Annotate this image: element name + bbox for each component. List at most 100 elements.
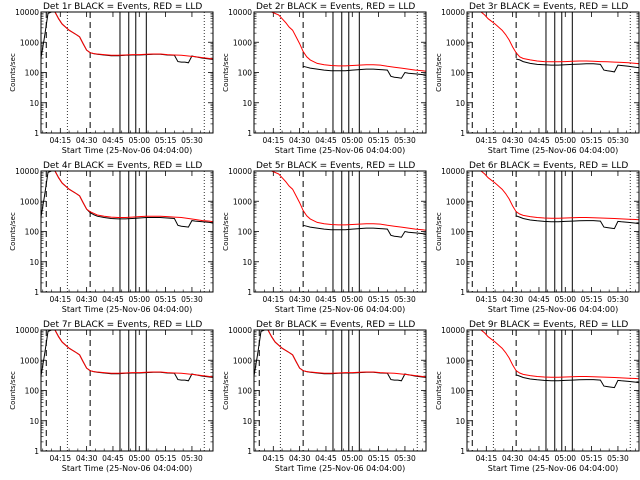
plot-frame xyxy=(40,11,214,134)
y-axis-label: Counts/sec xyxy=(222,53,230,92)
x-axis-label: Start Time (25-Nov-06 04:04:00) xyxy=(62,146,192,155)
y-tick-label: 1000 xyxy=(233,38,252,47)
x-tick-label: 04:30 xyxy=(76,454,98,463)
x-tick-label: 04:30 xyxy=(502,136,524,145)
x-tick-label: 05:30 xyxy=(394,295,416,304)
y-axis-label: Counts/sec xyxy=(9,371,17,410)
detector-panel-1: Det 1r BLACK = Events, RED = LLD 1 10 100 10… xyxy=(9,2,214,155)
lld-series-line xyxy=(41,12,213,60)
y-tick-label: 100 xyxy=(238,387,253,396)
x-tick-label: 05:30 xyxy=(394,454,416,463)
x-tick-label: 05:30 xyxy=(181,295,203,304)
plot-area xyxy=(41,171,213,292)
x-tick-label: 04:30 xyxy=(76,295,98,304)
y-tick-label: 1 xyxy=(247,129,252,138)
y-tick-label: 10 xyxy=(455,417,465,426)
x-tick-label: 05:30 xyxy=(181,454,203,463)
y-tick-label: 1 xyxy=(247,288,252,297)
x-tick-label: 04:15 xyxy=(475,454,497,463)
detector-panel-3: Det 3r BLACK = Events, RED = LLD 1 10 100 10… xyxy=(435,2,640,155)
plot-frame xyxy=(253,11,427,134)
x-tick-label: 05:30 xyxy=(607,454,629,463)
x-tick-label: 05:00 xyxy=(128,136,150,145)
y-tick-label: 1 xyxy=(460,288,465,297)
x-tick-label: 05:15 xyxy=(368,136,390,145)
x-axis-label: Start Time (25-Nov-06 04:04:00) xyxy=(275,464,405,473)
y-axis-label: Counts/sec xyxy=(222,212,230,251)
x-tick-label: 05:15 xyxy=(155,454,177,463)
plot-area xyxy=(254,12,426,133)
panel-title: Det 7r BLACK = Events, RED = LLD xyxy=(43,320,202,330)
x-axis-label: Start Time (25-Nov-06 04:04:00) xyxy=(62,464,192,473)
x-tick-label: 05:00 xyxy=(554,454,576,463)
detector-panel-8: Det 8r BLACK = Events, RED = LLD 1 10 100 10… xyxy=(222,320,427,473)
events-series-line xyxy=(302,65,426,79)
x-tick-label: 05:00 xyxy=(128,295,150,304)
lld-series-line xyxy=(41,171,213,223)
y-tick-label: 1000 xyxy=(20,197,39,206)
x-axis-label: Start Time (25-Nov-06 04:04:00) xyxy=(275,305,405,314)
x-axis-label: Start Time (25-Nov-06 04:04:00) xyxy=(62,305,192,314)
y-tick-label: 100 xyxy=(238,69,253,78)
y-axis-label: Counts/sec xyxy=(222,371,230,410)
y-tick-label: 100 xyxy=(25,228,40,237)
panel-title: Det 8r BLACK = Events, RED = LLD xyxy=(256,320,415,330)
y-tick-label: 10000 xyxy=(15,8,39,17)
plot-frame xyxy=(253,170,427,293)
plot-area xyxy=(254,171,426,292)
lld-series-line xyxy=(254,12,426,72)
y-tick-label: 1000 xyxy=(446,356,465,365)
x-tick-label: 04:45 xyxy=(528,295,550,304)
y-tick-label: 1 xyxy=(34,447,39,456)
x-tick-label: 04:15 xyxy=(475,136,497,145)
y-tick-label: 10 xyxy=(29,99,39,108)
x-tick-label: 05:30 xyxy=(394,136,416,145)
plot-frame xyxy=(253,329,427,452)
y-tick-label: 10 xyxy=(242,258,252,267)
x-tick-label: 04:45 xyxy=(315,454,337,463)
y-tick-label: 1 xyxy=(460,129,465,138)
y-tick-label: 10 xyxy=(455,99,465,108)
y-axis-label: Counts/sec xyxy=(9,53,17,92)
x-tick-label: 04:45 xyxy=(528,136,550,145)
panel-title: Det 1r BLACK = Events, RED = LLD xyxy=(43,2,202,12)
x-tick-label: 05:00 xyxy=(341,295,363,304)
x-tick-label: 05:15 xyxy=(368,295,390,304)
x-tick-label: 04:45 xyxy=(102,295,124,304)
y-tick-label: 10000 xyxy=(228,326,252,335)
y-tick-label: 10000 xyxy=(15,326,39,335)
x-tick-label: 04:30 xyxy=(289,136,311,145)
panel-title: Det 3r BLACK = Events, RED = LLD xyxy=(469,2,628,12)
y-axis-label: Counts/sec xyxy=(9,212,17,251)
x-tick-label: 05:00 xyxy=(128,454,150,463)
x-tick-label: 05:00 xyxy=(554,136,576,145)
lld-series-line xyxy=(467,171,639,221)
x-tick-label: 04:15 xyxy=(262,295,284,304)
plot-area xyxy=(467,171,639,292)
lld-series-line xyxy=(254,171,426,231)
x-tick-label: 05:00 xyxy=(341,454,363,463)
y-tick-label: 10000 xyxy=(15,167,39,176)
plot-area xyxy=(41,12,213,133)
x-tick-label: 05:00 xyxy=(554,295,576,304)
plot-frame xyxy=(466,170,640,293)
x-tick-label: 05:15 xyxy=(581,295,603,304)
y-tick-label: 1000 xyxy=(20,356,39,365)
x-tick-label: 04:30 xyxy=(289,454,311,463)
x-tick-label: 04:15 xyxy=(49,295,71,304)
panel-title: Det 5r BLACK = Events, RED = LLD xyxy=(256,161,415,171)
detector-panel-9: Det 9r BLACK = Events, RED = LLD 1 10 100 10… xyxy=(435,320,640,473)
x-tick-label: 05:15 xyxy=(581,454,603,463)
plot-area xyxy=(41,330,213,451)
y-tick-label: 10 xyxy=(242,417,252,426)
y-axis-label: Counts/sec xyxy=(435,53,443,92)
y-tick-label: 100 xyxy=(25,387,40,396)
plot-frame xyxy=(466,329,640,452)
x-tick-label: 05:30 xyxy=(181,136,203,145)
y-tick-label: 1000 xyxy=(233,197,252,206)
panel-title: Det 2r BLACK = Events, RED = LLD xyxy=(256,2,415,12)
y-tick-label: 10000 xyxy=(441,167,465,176)
events-series-line xyxy=(515,374,639,389)
x-tick-label: 04:45 xyxy=(102,136,124,145)
